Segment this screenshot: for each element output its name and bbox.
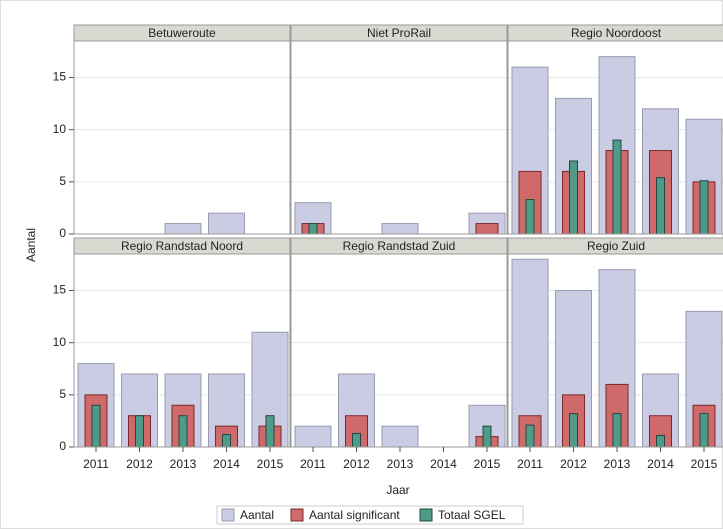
legend-swatch [221, 508, 235, 522]
y-tick-label: 10 [53, 122, 67, 136]
panel-header [73, 237, 291, 255]
y-axis-label: Aantal [24, 228, 38, 262]
y-tick-label: 10 [53, 335, 67, 349]
y-tick-label: 5 [59, 174, 66, 188]
bar [352, 432, 361, 448]
x-tick-label: 2013 [604, 457, 631, 471]
y-tick-label: 5 [59, 387, 66, 401]
legend-label: Aantal [240, 508, 274, 522]
bar [308, 223, 318, 235]
x-tick-label: 2013 [387, 457, 414, 471]
bar [612, 139, 622, 235]
bar [294, 425, 332, 448]
bar [178, 415, 188, 448]
panel-title: Niet ProRail [367, 26, 431, 40]
x-tick-label: 2012 [126, 457, 153, 471]
bar [656, 435, 665, 448]
x-tick-label: 2012 [343, 457, 370, 471]
x-tick-label: 2015 [257, 457, 284, 471]
bar [699, 413, 709, 448]
bar [475, 223, 499, 235]
x-tick-label: 2015 [691, 457, 718, 471]
legend-label: Totaal SGEL [438, 508, 506, 522]
bar [91, 404, 101, 448]
bar [222, 433, 231, 448]
panel-title: Regio Randstad Noord [121, 239, 243, 253]
y-tick-label: 15 [53, 70, 67, 84]
bar [699, 180, 709, 235]
bar [569, 413, 578, 448]
bar [381, 223, 419, 235]
bar [656, 177, 665, 235]
x-tick-label: 2015 [474, 457, 501, 471]
y-tick-label: 15 [53, 283, 67, 297]
bar [569, 160, 578, 235]
panel-header [73, 24, 291, 42]
panel-background [74, 41, 290, 234]
x-tick-label: 2013 [170, 457, 197, 471]
x-tick-label: 2011 [83, 457, 109, 471]
bar [525, 199, 535, 235]
legend-swatch [419, 508, 433, 522]
bar [525, 424, 535, 448]
panel-title: Betuweroute [148, 26, 216, 40]
x-tick-label: 2014 [213, 457, 240, 471]
bar [381, 425, 419, 448]
x-tick-label: 2012 [560, 457, 587, 471]
bar [482, 425, 492, 448]
panel-header [507, 24, 723, 42]
legend-label: Aantal significant [309, 508, 400, 522]
panel-background [291, 41, 507, 234]
panel-header [290, 24, 508, 42]
bar [612, 413, 622, 448]
panel-title: Regio Randstad Zuid [343, 239, 456, 253]
y-tick-label: 0 [59, 439, 66, 453]
x-tick-label: 2011 [300, 457, 326, 471]
legend-swatch [290, 508, 304, 522]
panel-title: Regio Zuid [587, 239, 645, 253]
x-tick-label: 2011 [517, 457, 543, 471]
y-tick-label: 0 [59, 226, 66, 240]
x-tick-label: 2014 [647, 457, 674, 471]
bar [208, 212, 245, 235]
x-axis-label: Jaar [386, 483, 409, 497]
panel-header [507, 237, 723, 255]
panel-header [290, 237, 508, 255]
x-tick-label: 2014 [430, 457, 457, 471]
bar [265, 415, 275, 448]
bar [164, 223, 202, 235]
bar [135, 415, 144, 448]
panel-title: Regio Noordoost [571, 26, 662, 40]
